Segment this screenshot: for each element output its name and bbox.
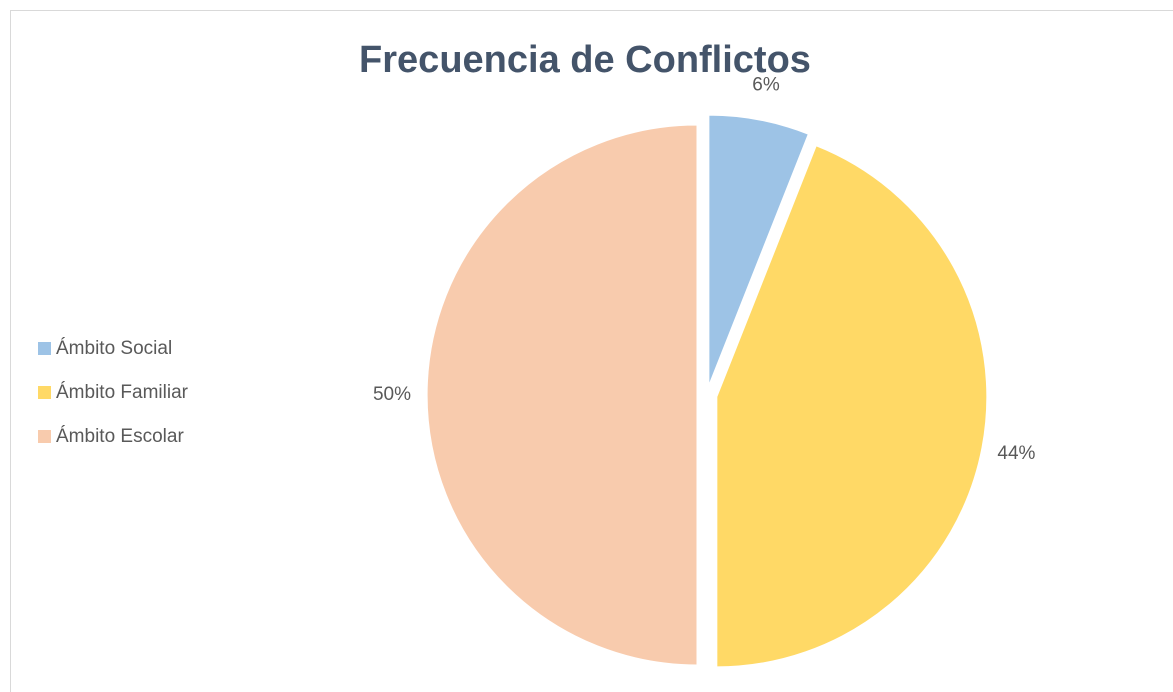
data-label: 44% bbox=[997, 443, 1035, 464]
legend-label: Ámbito Familiar bbox=[56, 382, 189, 403]
pie-slice bbox=[708, 114, 809, 386]
legend-swatch bbox=[38, 430, 51, 443]
chart-title: Frecuencia de Conflictos bbox=[359, 39, 811, 81]
data-label: 6% bbox=[752, 75, 780, 96]
legend-label: Ámbito Escolar bbox=[56, 426, 184, 447]
legend-label: Ámbito Social bbox=[56, 338, 172, 359]
pie-slice bbox=[426, 124, 698, 666]
data-label: 50% bbox=[373, 384, 411, 405]
pie-slice bbox=[716, 145, 988, 668]
legend-swatch bbox=[38, 386, 51, 399]
legend-swatch bbox=[38, 342, 51, 355]
